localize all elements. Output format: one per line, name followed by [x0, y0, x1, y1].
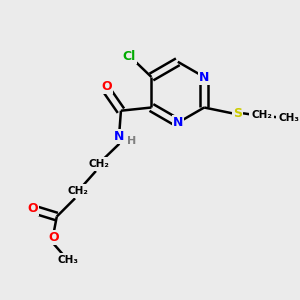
- Text: CH₂: CH₂: [67, 186, 88, 196]
- Text: CH₃: CH₃: [58, 255, 79, 265]
- Text: S: S: [233, 107, 242, 120]
- Text: N: N: [114, 130, 124, 143]
- Text: N: N: [172, 116, 183, 129]
- Text: CH₂: CH₂: [251, 110, 272, 120]
- Text: Cl: Cl: [122, 50, 136, 63]
- Text: O: O: [27, 202, 38, 215]
- Text: CH₃: CH₃: [278, 113, 299, 123]
- Text: O: O: [48, 231, 59, 244]
- Text: N: N: [199, 70, 209, 83]
- Text: O: O: [101, 80, 112, 92]
- Text: CH₂: CH₂: [88, 159, 109, 169]
- Text: H: H: [127, 136, 136, 146]
